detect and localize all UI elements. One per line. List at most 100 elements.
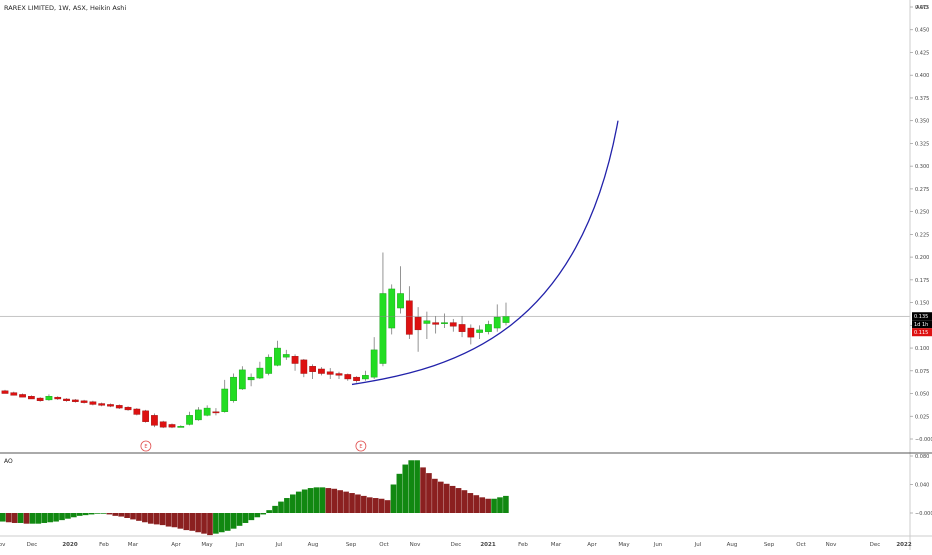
candle-bear [353,376,360,381]
candle-bull [423,320,431,324]
ao-bar-down [183,513,190,531]
ao-bar-down [349,493,355,513]
time-axis-label: Jul [275,542,283,548]
countdown-tag-bg [912,320,932,329]
price-tick-label: 0.475 [915,5,929,11]
ao-bar-down [420,467,426,513]
ao-bar-down [23,513,30,524]
ao-bar-up [278,501,284,513]
candle-bear [405,300,413,335]
ao-bar-down [106,513,113,515]
ao-bar-down [130,513,136,520]
candle-bull [45,396,53,401]
ao-bar-down [171,513,178,528]
ao-bar-up [59,513,65,521]
candle-bear [318,368,325,374]
currency-label: AUD [916,5,928,11]
candle-bear [80,400,88,403]
price-tick-label: 0.275 [915,187,929,193]
ao-bar-up [47,513,53,523]
candle-bull [282,354,290,358]
candle-bear [28,396,35,400]
ao-bar-up [248,513,255,521]
candle-bull [203,407,211,416]
ao-bar-up [29,513,36,524]
ao-bar-up [35,513,42,524]
time-axis-label: Aug [727,542,738,548]
candle-bear [432,322,440,325]
candle-bull [186,415,193,425]
price-tick-label: 0.325 [915,141,929,147]
time-axis-label: Dec [870,542,881,548]
time-axis-label: Jul [694,542,702,548]
candle-bull [397,293,404,309]
ao-bar-down [177,513,184,529]
ao-bar-down [201,513,207,534]
time-axis-label: May [201,542,213,548]
dividend-marker-label: E [359,444,362,450]
candle-bear [98,403,106,406]
dividend-marker-label: E [144,444,147,450]
ao-bar-up [82,513,89,516]
price-tick-label: 0.450 [915,28,929,34]
ao-bar-down [366,497,373,513]
price-tick-label: 0.100 [915,346,929,352]
candle-bear [124,406,132,411]
ao-bar-up [396,473,403,513]
candle-bull [265,356,273,374]
candle-bull [238,369,246,390]
candle-bear [142,410,149,422]
ao-bar-down [207,513,213,536]
ao-tick-label: −0.000 [915,511,932,517]
parabolic-curve [351,120,619,386]
ao-bar-down [437,481,444,513]
ao-panel-title: AO [4,458,13,465]
candle-bear [63,398,70,402]
ao-bar-up [295,491,302,513]
time-axis-label: Feb [99,542,109,548]
ao-bar-up [53,513,59,522]
time-axis-label: Sep [764,542,775,548]
ao-bar-up [390,484,397,513]
dividend-marker [140,440,152,452]
ao-bar-down [11,513,18,523]
ao-bar-down [432,478,438,513]
price-tick-label: 0.225 [915,232,929,238]
time-axis-label: Apr [171,542,181,548]
chart-title: RAREX LIMITED, 1W, ASX, Heikin Ashi [4,4,126,12]
time-axis-label: Aug [308,542,319,548]
candle-bear [449,322,457,327]
price-tick-label: 0.300 [915,164,929,170]
price-tick-label: 0.150 [915,301,929,307]
candle-bear [168,424,176,428]
time-axis-label: Dec [451,542,462,548]
price-tick-label: 0.075 [915,369,929,375]
ao-bar-down [443,483,450,513]
ao-bar-up [76,513,83,516]
price-tick-label: 0.350 [915,119,929,125]
dividend-marker [355,440,367,452]
candle-bull [230,376,237,402]
candle-bull [493,316,501,329]
candle-bear [291,356,299,364]
candle-bear [300,359,308,374]
candle-bear [1,390,9,394]
candle-bear [335,373,343,376]
ao-bar-up [301,489,308,513]
ao-bar-down [449,485,456,513]
ao-bar-down [112,513,119,516]
ao-bar-down [426,473,432,513]
ao-bar-down [142,513,148,523]
ao-bar-up [242,513,249,523]
ao-bar-down [331,488,338,513]
ao-bar-up [236,513,243,526]
ao-bar-up [497,497,503,513]
ao-bar-down [372,498,379,513]
candle-bear [115,405,123,409]
time-axis-label: Jun [235,542,245,548]
time-axis-label: Feb [518,542,528,548]
ao-bar-up [41,513,48,523]
candle-bear [89,401,97,405]
ao-bar-up [260,513,267,515]
